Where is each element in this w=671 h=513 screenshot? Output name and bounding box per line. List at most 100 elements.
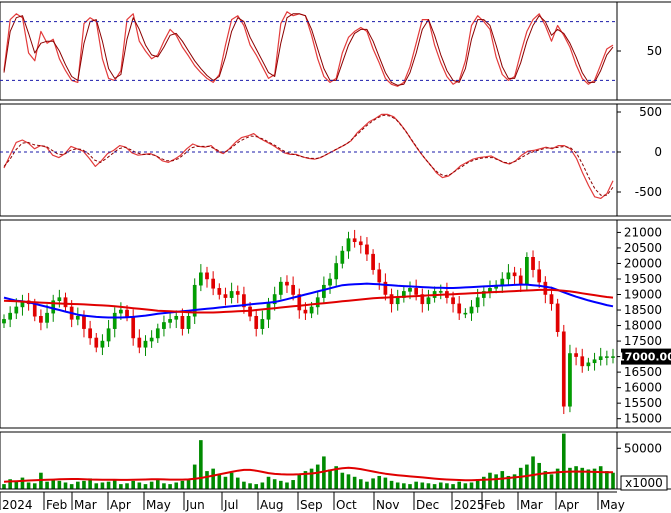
volume-bar xyxy=(488,472,492,489)
volume-bar xyxy=(432,484,437,489)
x-tick-label: Apr xyxy=(558,498,579,512)
volume-bar xyxy=(580,467,585,489)
volume-bar xyxy=(531,456,535,489)
volume-bar xyxy=(82,480,86,489)
candle-body xyxy=(266,303,271,320)
candle-body xyxy=(2,319,6,324)
volume-bar xyxy=(174,482,179,489)
candle-body xyxy=(426,297,431,305)
candle-body xyxy=(303,309,308,314)
volume-bar xyxy=(512,474,517,489)
candle-body xyxy=(75,315,80,320)
candle-body xyxy=(592,359,597,364)
candle-body xyxy=(242,294,246,308)
volume-bar xyxy=(482,476,486,489)
volume-bar xyxy=(272,479,277,489)
panel-macd xyxy=(3,113,614,199)
volume-bar xyxy=(315,464,320,489)
candle-body xyxy=(162,322,166,329)
volume-bar xyxy=(180,480,185,489)
candle-body xyxy=(235,291,240,295)
volume-bar xyxy=(395,482,400,489)
volume-bar xyxy=(377,475,382,489)
candle-body xyxy=(457,303,462,314)
volume-bar xyxy=(162,483,166,489)
volume-bar xyxy=(506,475,511,489)
candle-body xyxy=(377,269,382,283)
y-tick-label: 17500 xyxy=(624,334,662,348)
last-price-box xyxy=(621,348,671,365)
volume-bar xyxy=(469,482,474,489)
volume-bar xyxy=(279,480,283,489)
volume-bar xyxy=(549,474,554,489)
candle-body xyxy=(168,319,172,323)
x-tick-label: Nov xyxy=(376,498,399,512)
volume-bar xyxy=(100,482,105,489)
candle-body xyxy=(143,340,148,348)
volume-bar xyxy=(500,471,505,489)
volume-bar xyxy=(598,466,603,489)
candle-body xyxy=(94,337,99,348)
volume-bar xyxy=(143,484,148,489)
x-tick-label: Feb xyxy=(46,498,67,512)
last-price-label: 17000.00 xyxy=(617,351,671,364)
panel-stochastic xyxy=(3,11,614,87)
candle-body xyxy=(45,312,49,323)
volume-bar xyxy=(426,483,431,489)
volume-bar xyxy=(168,484,172,489)
x-tick-label: Sep xyxy=(300,498,323,512)
panel-frame-2 xyxy=(0,219,618,429)
volume-bar xyxy=(334,466,338,489)
x-tick-label: Mar xyxy=(74,498,97,512)
volume-bar xyxy=(106,481,111,489)
candle-body xyxy=(580,356,585,367)
volume-bar xyxy=(45,481,49,489)
volume-bar xyxy=(57,480,62,489)
candle-body xyxy=(119,309,123,314)
candle-body xyxy=(100,340,105,348)
volume-bar xyxy=(340,472,345,489)
volume-bar xyxy=(14,481,19,489)
candle-body xyxy=(586,362,591,367)
x-tick-label: 2024 xyxy=(2,498,33,512)
y-tick-label: 18000 xyxy=(624,319,662,333)
volume-bar xyxy=(371,478,375,489)
candle-body xyxy=(149,337,154,342)
volume-bar xyxy=(112,479,117,489)
y-tick-label: 50000 xyxy=(624,441,662,455)
volume-bar xyxy=(346,474,351,489)
volume-bar xyxy=(186,479,191,489)
candle-body xyxy=(475,297,480,308)
volume-bar xyxy=(365,481,369,489)
volume-bar xyxy=(408,484,412,489)
candle-body xyxy=(211,278,216,289)
volume-bar xyxy=(235,477,240,489)
candle-body xyxy=(451,297,455,305)
candle-body xyxy=(198,272,203,286)
candle-body xyxy=(352,238,357,242)
candle-body xyxy=(106,328,111,342)
candle-body xyxy=(180,315,185,329)
panel-price xyxy=(2,229,615,415)
y-tick-label: 500 xyxy=(639,105,662,119)
volume-bar xyxy=(248,483,252,489)
y-tick-label: 16500 xyxy=(624,365,662,379)
volume-bar xyxy=(205,471,209,489)
candle-body xyxy=(285,281,289,286)
candle-body xyxy=(14,306,19,314)
volume-bar xyxy=(26,482,31,489)
volume-bar xyxy=(254,484,259,489)
volume-bar xyxy=(309,468,314,489)
volume-bar xyxy=(420,482,425,489)
candle-body xyxy=(291,284,295,295)
candle-body xyxy=(112,312,117,329)
volume-bar xyxy=(574,466,578,489)
candle-body xyxy=(254,315,259,329)
volume-bar xyxy=(358,479,363,489)
candle-body xyxy=(63,297,68,308)
y-tick-label: 21000 xyxy=(624,225,662,239)
volume-bar xyxy=(494,474,498,489)
candle-body xyxy=(82,315,86,329)
candle-body xyxy=(574,353,578,357)
